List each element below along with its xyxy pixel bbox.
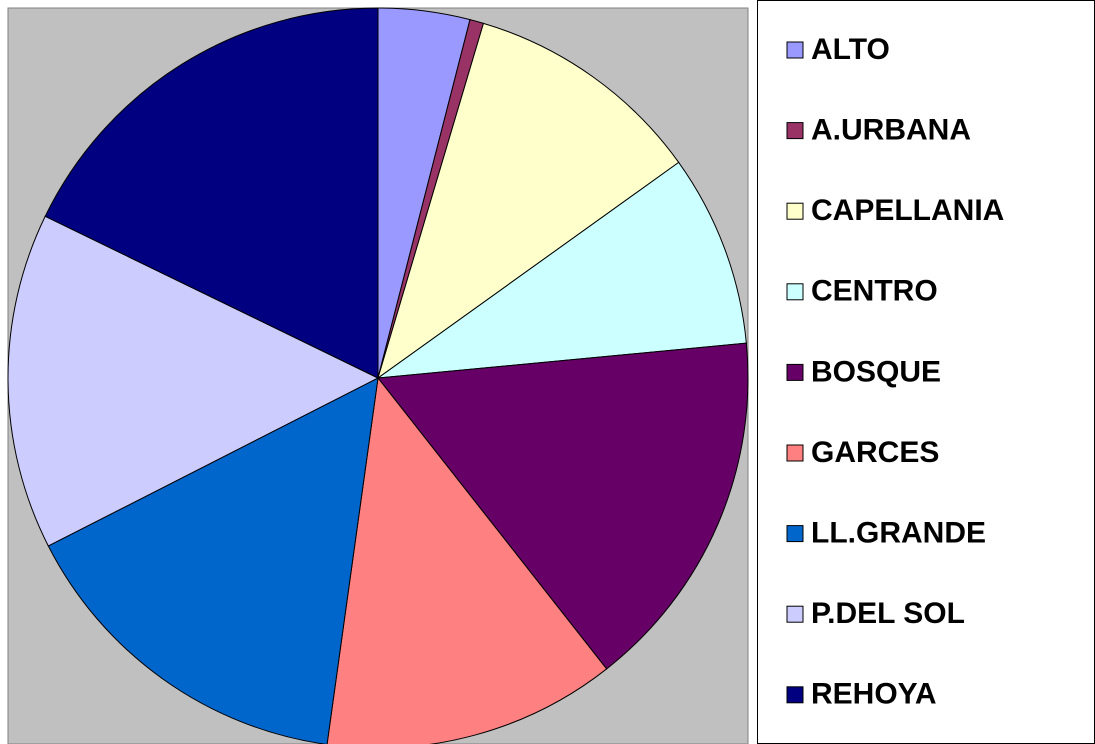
pie-slice xyxy=(326,376,608,744)
legend-swatch xyxy=(786,605,804,623)
legend-swatch xyxy=(786,283,804,301)
pie-slice xyxy=(377,342,749,670)
legend-label: LL.GRANDE xyxy=(811,517,986,550)
legend-swatch xyxy=(786,202,804,220)
pie-slice xyxy=(7,215,380,547)
legend-label: P.DEL SOL xyxy=(811,597,965,630)
legend-label: CAPELLANIA xyxy=(811,194,1004,227)
legend-swatch xyxy=(786,41,804,59)
legend-swatch xyxy=(786,525,804,543)
legend-label: ALTO xyxy=(811,33,890,66)
legend-label: A.URBANA xyxy=(811,114,971,147)
legend-label: CENTRO xyxy=(811,275,938,308)
legend-swatch xyxy=(786,122,804,140)
pie-slice xyxy=(47,377,379,744)
pie-slice xyxy=(376,161,747,379)
legend-swatch xyxy=(786,363,804,381)
legend-label: BOSQUE xyxy=(811,355,941,388)
legend-swatch xyxy=(786,444,804,462)
legend-swatch xyxy=(786,686,804,704)
legend-label: GARCES xyxy=(811,436,939,469)
pie-slice xyxy=(44,7,379,379)
legend-label: REHOYA xyxy=(811,678,937,711)
legend-box xyxy=(757,0,1095,744)
pie-slice xyxy=(377,22,680,380)
